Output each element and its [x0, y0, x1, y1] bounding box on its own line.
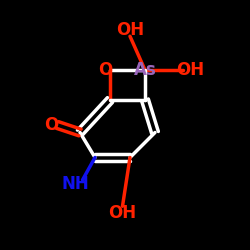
Text: O: O: [98, 61, 112, 79]
Text: As: As: [134, 61, 156, 79]
Text: O: O: [44, 116, 59, 134]
Text: OH: OH: [108, 204, 136, 222]
Text: OH: OH: [176, 61, 204, 79]
Text: NH: NH: [61, 175, 89, 193]
Text: OH: OH: [116, 21, 144, 39]
